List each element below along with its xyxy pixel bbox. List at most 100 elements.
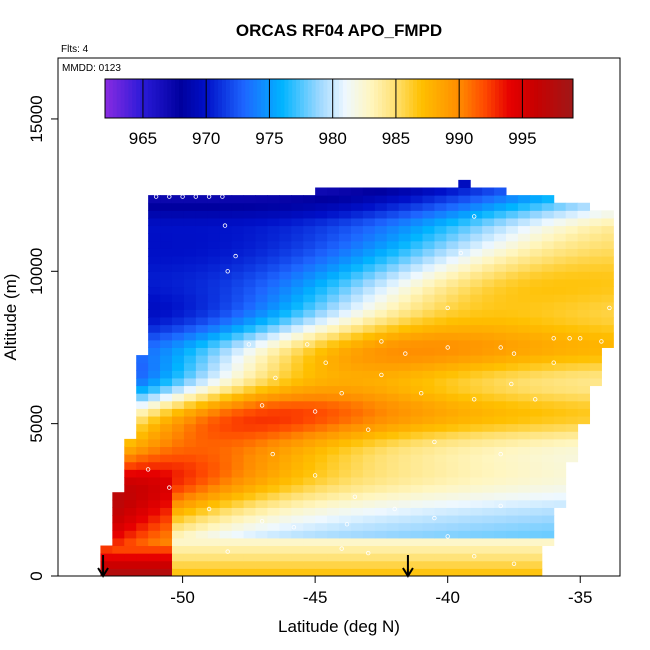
heatmap-cell (398, 294, 412, 303)
heatmap-cell (195, 240, 209, 249)
heatmap-cell (458, 416, 471, 425)
observation-point (525, 180, 530, 186)
observation-point (551, 336, 556, 341)
heatmap-cell (136, 423, 149, 432)
heatmap-cell (398, 195, 412, 204)
colorbar-segment (448, 79, 453, 118)
heatmap-cell (577, 393, 591, 402)
heatmap-cell (148, 537, 161, 547)
heatmap-cell (517, 553, 531, 562)
heatmap-cell (231, 362, 245, 371)
heatmap-cell (482, 271, 495, 280)
heatmap-cell (160, 362, 173, 371)
heatmap-cell (243, 553, 256, 562)
heatmap-cell (374, 355, 388, 364)
heatmap-cell (553, 377, 567, 387)
observation-point (511, 351, 517, 356)
heatmap-cell (231, 400, 245, 409)
observation-point (445, 345, 450, 350)
colorbar-segment (159, 79, 164, 118)
colorbar-segment (249, 79, 254, 118)
heatmap-cell (458, 507, 471, 516)
colorbar-segment (389, 79, 394, 118)
heatmap-cell (458, 446, 471, 455)
heatmap-cell (315, 431, 328, 440)
heatmap-cell (350, 248, 364, 257)
heatmap-cell (207, 484, 221, 493)
heatmap-cell (171, 393, 185, 402)
heatmap-cell (410, 271, 424, 280)
heatmap-cell (255, 530, 268, 539)
heatmap-cell (267, 362, 280, 371)
heatmap-cell (506, 362, 519, 371)
heatmap-cell (291, 362, 304, 371)
heatmap-cell (398, 446, 412, 455)
colorbar-segment (144, 79, 149, 118)
heatmap-cell (350, 476, 364, 486)
heatmap-cell (350, 225, 364, 234)
heatmap-cell (362, 393, 376, 402)
heatmap-cell (458, 484, 471, 493)
heatmap-cell (506, 454, 519, 463)
heatmap-cell (315, 225, 328, 234)
heatmap-cell (541, 431, 555, 440)
heatmap-cell (160, 256, 173, 265)
heatmap-cell (243, 545, 256, 554)
heatmap-cell (350, 278, 364, 288)
heatmap-cell (506, 309, 519, 318)
heatmap-cell (195, 210, 209, 219)
heatmap-cell (303, 370, 316, 379)
heatmap-cell (589, 263, 602, 272)
heatmap-cell (410, 377, 424, 387)
heatmap-cell (482, 408, 495, 417)
observation-point (111, 269, 116, 274)
heatmap-cell (195, 248, 209, 257)
heatmap-cell (362, 499, 376, 508)
heatmap-cell (303, 256, 316, 265)
heatmap-cell (291, 492, 304, 501)
heatmap-cell (303, 393, 316, 402)
heatmap-cell (446, 522, 459, 531)
heatmap-cell (195, 492, 209, 501)
heatmap-cell (386, 286, 400, 295)
heatmap-cell (494, 515, 507, 524)
colorbar-segment (495, 79, 500, 118)
heatmap-cell (160, 240, 173, 249)
heatmap-cell (255, 476, 268, 486)
heatmap-cell (362, 507, 376, 516)
heatmap-cell (398, 454, 412, 463)
heatmap-cell (446, 484, 459, 493)
heatmap-cell (327, 332, 340, 341)
heatmap-cell (339, 431, 352, 440)
heatmap-cell (565, 400, 579, 409)
colorbar-segment (335, 79, 340, 118)
colorbar-segment (444, 79, 449, 118)
heatmap-cell (255, 431, 268, 440)
heatmap-cell (517, 324, 531, 333)
heatmap-cell (446, 347, 459, 356)
heatmap-cell (231, 393, 245, 402)
heatmap-cell (327, 438, 340, 447)
heatmap-cell (398, 530, 412, 539)
heatmap-cell (517, 286, 531, 295)
heatmap-cell (327, 362, 340, 371)
heatmap-cell (470, 461, 483, 470)
heatmap-cell (529, 294, 543, 303)
heatmap-cell (494, 332, 507, 341)
heatmap-cell (195, 362, 209, 371)
heatmap-cell (171, 438, 185, 447)
colorbar-segment (487, 79, 492, 118)
heatmap-cell (219, 217, 233, 227)
heatmap-cell (231, 195, 245, 204)
heatmap-cell (529, 248, 543, 257)
heatmap-cell (446, 324, 459, 333)
heatmap-cell (207, 248, 221, 257)
heatmap-cell (171, 233, 185, 242)
observation-point (220, 194, 225, 199)
heatmap-cell (303, 515, 316, 524)
heatmap-cell (219, 294, 233, 303)
heatmap-cell (279, 317, 292, 326)
heatmap-cell (517, 515, 531, 524)
heatmap-cell (410, 522, 424, 531)
colorbar-segment (237, 79, 242, 118)
